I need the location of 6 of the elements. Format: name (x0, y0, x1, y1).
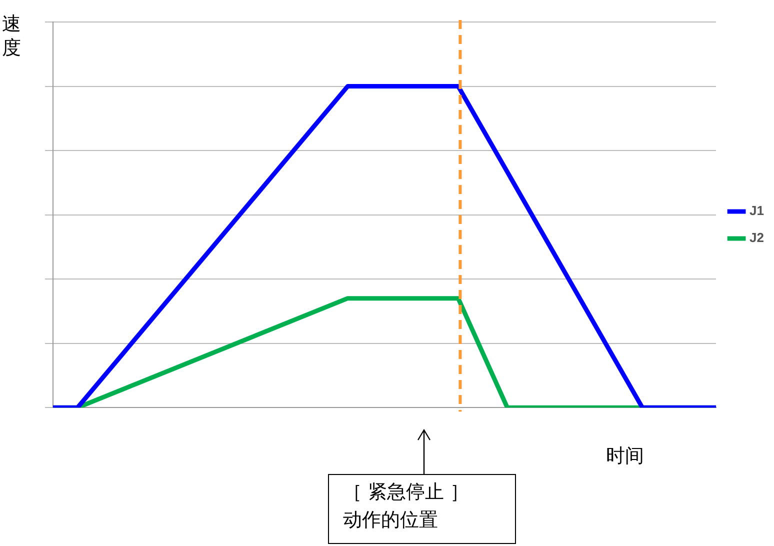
x-axis-title: 时间 (606, 444, 644, 469)
legend-label: J2 (750, 230, 764, 246)
y-axis-title: 速度 (2, 12, 22, 60)
legend-label: J1 (750, 203, 764, 218)
text: 动作的位置 (343, 509, 438, 531)
text: ［ 紧急停止 ］ (343, 481, 470, 503)
